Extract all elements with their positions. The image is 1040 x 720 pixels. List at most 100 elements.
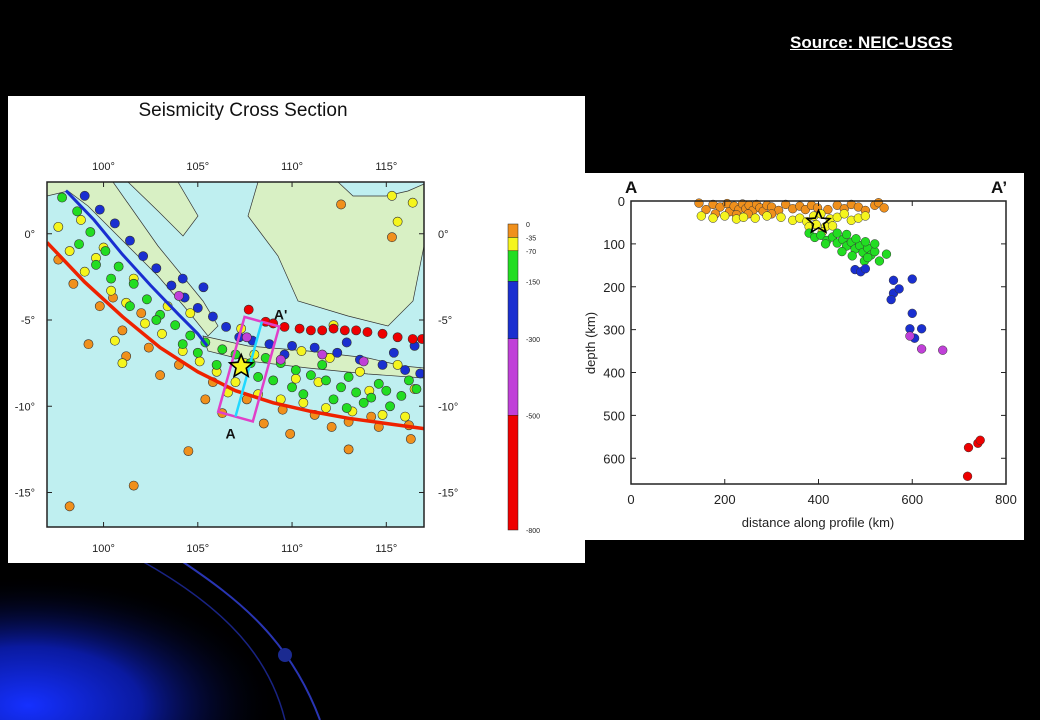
map-quake-point	[76, 215, 86, 225]
land-borneo	[247, 182, 424, 327]
map-quake-point	[94, 204, 105, 215]
map-quake-point	[392, 359, 403, 370]
map-quake-point	[140, 318, 150, 329]
map-quake-point	[136, 308, 147, 318]
map-quake-point	[351, 325, 362, 336]
profile-y-tick-label: 300	[603, 323, 625, 338]
source-label: Source: NEIC-USGS	[790, 33, 953, 52]
map-quake-point	[268, 375, 279, 386]
map-quake-point	[253, 372, 264, 382]
map-quake-point	[377, 328, 388, 339]
profile-quake-point	[916, 324, 927, 334]
map-quake-point	[305, 325, 316, 336]
profile-y-tick-label: 100	[603, 237, 625, 252]
profile-quake-point	[874, 256, 885, 266]
map-quake-point	[109, 335, 120, 346]
map-x-tick-label-top: 105°	[186, 161, 209, 173]
profile-quake-point	[820, 239, 831, 249]
map-quake-point	[143, 342, 154, 353]
map-quake-point	[275, 354, 286, 365]
profile-y-tick-label: 200	[603, 280, 625, 295]
seismicity-map: A A' 100° 100° 105° 105° 110° 110° 115° 115° 0° 0° -…	[15, 161, 540, 555]
profile-panel: 0 200 400 600 800 0 100 200 300 400 500 600 A A’ di…	[585, 173, 1024, 540]
map-quake-point	[198, 282, 209, 293]
map-lines	[47, 189, 424, 431]
colorbar-segment	[507, 237, 519, 252]
colorbar-label: -800	[526, 528, 540, 535]
map-quake-point	[100, 246, 111, 256]
map-quake-point	[177, 273, 188, 284]
map-quake-point	[74, 239, 84, 249]
map-quake-point	[317, 359, 328, 370]
profile-quake-point	[907, 308, 917, 318]
map-quake-point	[298, 397, 309, 408]
map-quake-point	[305, 370, 316, 381]
map-quake-point	[79, 190, 90, 201]
colorbar-label: -500	[526, 413, 540, 420]
map-quake-point	[290, 365, 301, 375]
colorbar-label: -150	[526, 279, 540, 286]
profile-quake-point	[962, 471, 973, 481]
map-quake-point	[138, 251, 149, 262]
map-quake-point	[400, 365, 411, 375]
map-quake-point	[83, 339, 94, 350]
map-quake-point	[321, 375, 331, 386]
map-quake-point	[151, 263, 162, 274]
map-quake-point	[243, 304, 254, 315]
map-quake-point	[174, 290, 184, 301]
map-y-tick-label-right: -15°	[438, 488, 458, 500]
profile-x-tick-label: 400	[808, 492, 830, 507]
map-quake-point	[377, 359, 388, 370]
map-panel: A A' 100° 100° 105° 105° 110° 110° 115° 115° 0° 0° -…	[8, 96, 585, 563]
map-quake-point	[72, 206, 83, 217]
colorbar-segment	[507, 223, 519, 238]
profile-y-tick-label: 400	[603, 366, 625, 381]
profile-quake-point	[860, 211, 871, 221]
map-quake-point	[117, 325, 128, 336]
map-quake-point	[79, 266, 90, 277]
map-quake-point	[106, 285, 116, 296]
epicenter-star-icon	[227, 352, 255, 378]
profile-x-tick-label: 800	[995, 492, 1017, 507]
profile-quake-point	[701, 204, 711, 215]
map-quake-point	[294, 323, 305, 334]
map-quake-point	[358, 397, 369, 408]
profile-ticks: 0 200 400 600 800 0 100 200 300 400 500 600	[603, 194, 1017, 507]
map-quake-point	[343, 372, 354, 382]
map-quake-point	[185, 308, 196, 318]
map-quake-point	[377, 409, 388, 420]
map-quake-point	[400, 411, 411, 422]
profile-quake-point	[762, 211, 772, 221]
profile-quake-point	[870, 239, 880, 249]
profile-quake-point	[860, 264, 871, 274]
map-quake-point	[317, 349, 328, 360]
profile-quake-point	[696, 211, 706, 221]
map-quake-point	[355, 366, 365, 377]
colorbar-segment	[507, 250, 519, 282]
colorbar-label: -300	[526, 337, 540, 344]
map-y-tick-label-right: 0°	[438, 229, 449, 241]
map-y-tick-label-left: -5°	[21, 315, 35, 327]
profile-quake-point	[888, 275, 899, 285]
profile-quake-point	[905, 331, 915, 341]
fault-line	[64, 189, 209, 347]
map-quake-point	[192, 303, 203, 313]
profile-endpoint-left: A	[625, 178, 637, 197]
map-quake-point	[405, 434, 416, 444]
map-x-tick-label-top: 110°	[281, 161, 303, 173]
profile-frame	[630, 200, 1007, 485]
map-quake-point	[336, 382, 346, 393]
map-quake-point	[166, 280, 177, 291]
map-quake-point	[200, 394, 211, 405]
map-quake-point	[373, 378, 384, 389]
map-quake-point	[396, 390, 407, 401]
profile-x-tick-label: 0	[627, 492, 634, 507]
colorbar-segment	[507, 415, 519, 531]
profile-points	[694, 198, 985, 481]
profile-quake-point	[823, 204, 833, 215]
profile-quake-point	[720, 211, 730, 221]
profile-quake-point	[863, 252, 873, 263]
map-points	[53, 190, 424, 512]
map-quake-point	[417, 334, 424, 344]
profile-quake-point	[886, 294, 896, 305]
